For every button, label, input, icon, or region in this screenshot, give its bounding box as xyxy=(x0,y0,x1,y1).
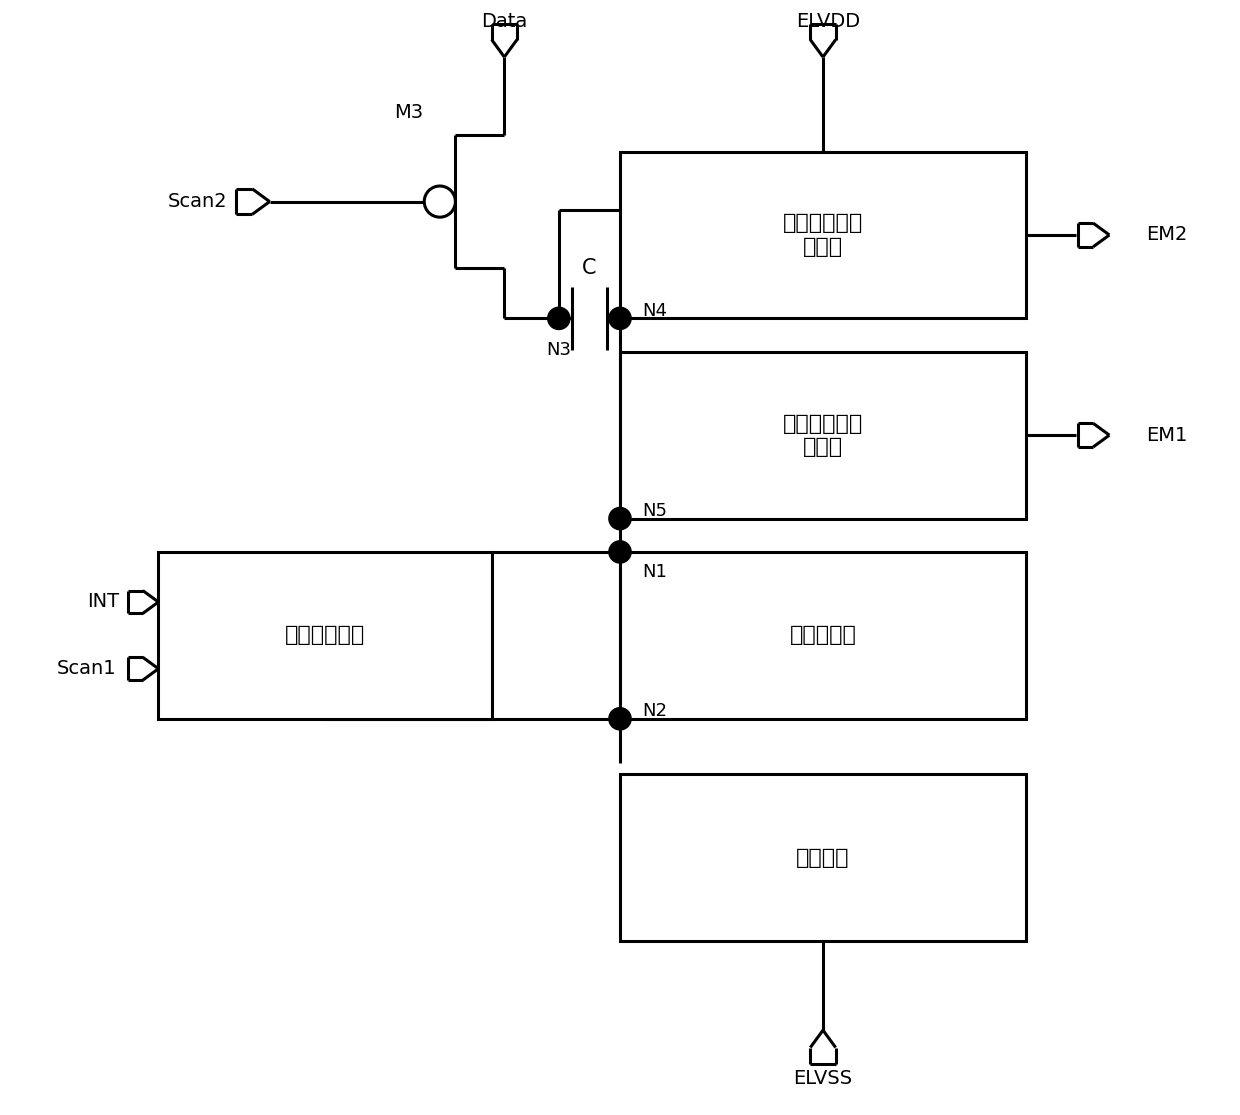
Text: N3: N3 xyxy=(547,340,572,359)
Text: N5: N5 xyxy=(642,502,667,520)
Text: 发光元件: 发光元件 xyxy=(796,847,849,867)
Text: 驱动子电路: 驱动子电路 xyxy=(790,626,857,646)
Text: 第二发光控制
子电路: 第二发光控制 子电路 xyxy=(782,213,863,256)
Text: INT: INT xyxy=(87,592,119,611)
Text: EM2: EM2 xyxy=(1146,225,1188,244)
Circle shape xyxy=(609,541,631,563)
FancyBboxPatch shape xyxy=(620,351,1025,518)
Text: 初始化子电路: 初始化子电路 xyxy=(285,626,366,646)
FancyBboxPatch shape xyxy=(159,552,492,719)
FancyBboxPatch shape xyxy=(620,775,1025,941)
FancyBboxPatch shape xyxy=(620,152,1025,319)
Circle shape xyxy=(609,507,631,530)
Text: C: C xyxy=(582,259,596,279)
Text: ELVDD: ELVDD xyxy=(796,12,861,31)
Text: N1: N1 xyxy=(642,563,667,581)
Text: M3: M3 xyxy=(394,103,423,122)
Circle shape xyxy=(424,186,455,217)
Text: N2: N2 xyxy=(642,702,667,720)
Text: EM1: EM1 xyxy=(1146,426,1188,445)
Circle shape xyxy=(609,708,631,730)
Text: N4: N4 xyxy=(642,301,667,320)
Circle shape xyxy=(548,308,570,330)
Circle shape xyxy=(609,308,631,330)
Text: ELVSS: ELVSS xyxy=(794,1068,853,1087)
Text: Scan2: Scan2 xyxy=(167,192,227,211)
FancyBboxPatch shape xyxy=(620,552,1025,719)
Text: Data: Data xyxy=(481,12,527,31)
Text: Scan1: Scan1 xyxy=(57,659,117,678)
Text: 第一发光控制
子电路: 第一发光控制 子电路 xyxy=(782,414,863,457)
